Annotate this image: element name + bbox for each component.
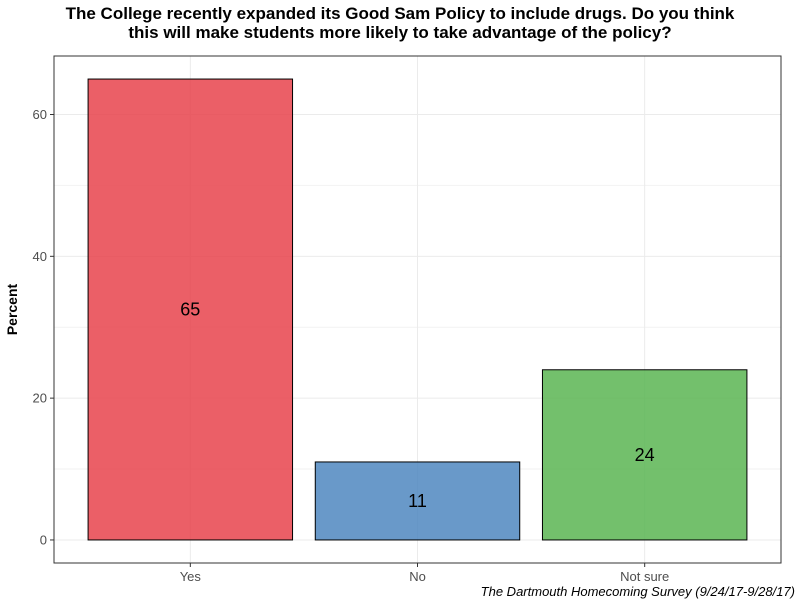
x-tick-label: Not sure — [620, 569, 669, 584]
chart-caption: The Dartmouth Homecoming Survey (9/24/17… — [481, 584, 795, 599]
chart-title-line-2: this will make students more likely to t… — [128, 23, 672, 42]
data-label-yes: 65 — [180, 300, 200, 320]
data-label-not-sure: 24 — [635, 445, 655, 465]
x-axis: Yes No Not sure — [180, 563, 669, 584]
x-tick-label: No — [409, 569, 426, 584]
y-tick-label: 40 — [33, 249, 47, 264]
bar-yes — [87, 78, 294, 541]
bar-not-sure — [541, 369, 748, 541]
y-axis-label: Percent — [4, 283, 20, 335]
chart-title: The College recently expanded its Good S… — [0, 4, 800, 42]
x-tick-label: Yes — [180, 569, 202, 584]
chart-title-line-1: The College recently expanded its Good S… — [65, 4, 735, 23]
bar-labels: 65 11 24 — [180, 300, 654, 511]
bars — [87, 78, 748, 541]
y-axis: 0 20 40 60 — [33, 107, 54, 547]
y-tick-label: 20 — [33, 391, 47, 406]
y-tick-label: 60 — [33, 107, 47, 122]
data-label-no: 11 — [408, 491, 427, 511]
y-tick-label: 0 — [40, 532, 47, 547]
bar-no — [314, 461, 521, 541]
